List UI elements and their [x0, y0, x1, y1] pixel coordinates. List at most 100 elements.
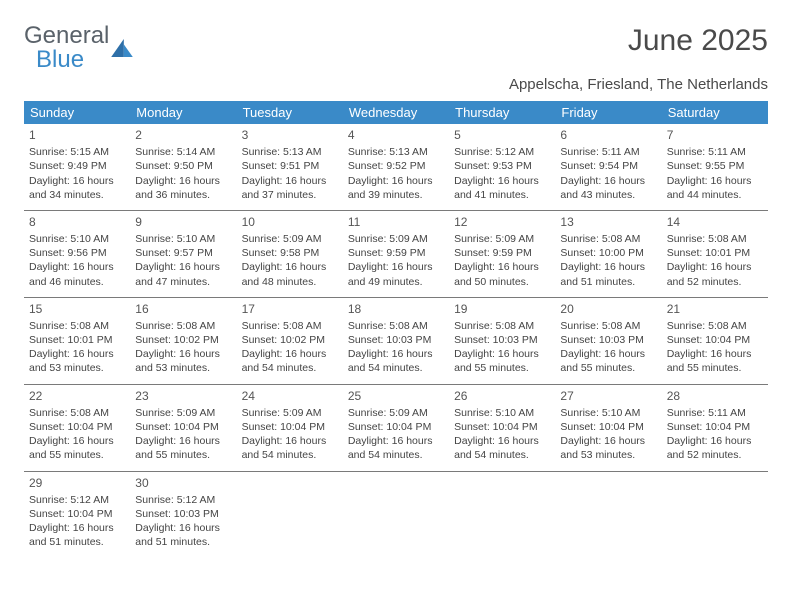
- sunrise-line: Sunrise: 5:11 AM: [560, 145, 656, 159]
- location-subtitle: Appelscha, Friesland, The Netherlands: [24, 76, 768, 93]
- daylight-line: Daylight: 16 hours and 53 minutes.: [29, 347, 125, 375]
- daylight-line: Daylight: 16 hours and 49 minutes.: [348, 260, 444, 288]
- sunset-line: Sunset: 9:49 PM: [29, 159, 125, 173]
- calendar-cell: [343, 471, 449, 557]
- sunset-line: Sunset: 9:54 PM: [560, 159, 656, 173]
- sunset-line: Sunset: 10:01 PM: [29, 333, 125, 347]
- day-number: 18: [348, 301, 444, 317]
- sunrise-line: Sunrise: 5:08 AM: [454, 319, 550, 333]
- day-number: 11: [348, 214, 444, 230]
- daylight-line: Daylight: 16 hours and 37 minutes.: [242, 174, 338, 202]
- logo-word-general: General: [24, 24, 109, 48]
- daylight-line: Daylight: 16 hours and 54 minutes.: [242, 434, 338, 462]
- calendar-cell: 27Sunrise: 5:10 AMSunset: 10:04 PMDaylig…: [555, 384, 661, 471]
- sunset-line: Sunset: 10:04 PM: [348, 420, 444, 434]
- sunset-line: Sunset: 9:55 PM: [667, 159, 763, 173]
- day-number: 23: [135, 388, 231, 404]
- sunrise-line: Sunrise: 5:09 AM: [454, 232, 550, 246]
- day-number: 7: [667, 127, 763, 143]
- daylight-line: Daylight: 16 hours and 39 minutes.: [348, 174, 444, 202]
- daylight-line: Daylight: 16 hours and 34 minutes.: [29, 174, 125, 202]
- daylight-line: Daylight: 16 hours and 53 minutes.: [135, 347, 231, 375]
- calendar-cell: 2Sunrise: 5:14 AMSunset: 9:50 PMDaylight…: [130, 124, 236, 210]
- sunset-line: Sunset: 10:04 PM: [29, 420, 125, 434]
- sunrise-line: Sunrise: 5:08 AM: [667, 232, 763, 246]
- calendar-week: 22Sunrise: 5:08 AMSunset: 10:04 PMDaylig…: [24, 384, 768, 471]
- sunset-line: Sunset: 9:59 PM: [348, 246, 444, 260]
- day-number: 25: [348, 388, 444, 404]
- day-number: 30: [135, 475, 231, 491]
- calendar-cell: 28Sunrise: 5:11 AMSunset: 10:04 PMDaylig…: [662, 384, 768, 471]
- sunrise-line: Sunrise: 5:12 AM: [29, 493, 125, 507]
- sunrise-line: Sunrise: 5:10 AM: [560, 406, 656, 420]
- calendar-cell: 9Sunrise: 5:10 AMSunset: 9:57 PMDaylight…: [130, 210, 236, 297]
- calendar-cell: 7Sunrise: 5:11 AMSunset: 9:55 PMDaylight…: [662, 124, 768, 210]
- sunset-line: Sunset: 9:53 PM: [454, 159, 550, 173]
- sunset-line: Sunset: 10:03 PM: [560, 333, 656, 347]
- day-number: 26: [454, 388, 550, 404]
- day-number: 12: [454, 214, 550, 230]
- sunrise-line: Sunrise: 5:08 AM: [242, 319, 338, 333]
- sunrise-line: Sunrise: 5:08 AM: [29, 406, 125, 420]
- day-number: 10: [242, 214, 338, 230]
- sunrise-line: Sunrise: 5:11 AM: [667, 406, 763, 420]
- daylight-line: Daylight: 16 hours and 51 minutes.: [560, 260, 656, 288]
- calendar-cell: 3Sunrise: 5:13 AMSunset: 9:51 PMDaylight…: [237, 124, 343, 210]
- day-number: 24: [242, 388, 338, 404]
- calendar-cell: 17Sunrise: 5:08 AMSunset: 10:02 PMDaylig…: [237, 297, 343, 384]
- sunrise-line: Sunrise: 5:09 AM: [348, 232, 444, 246]
- calendar-cell: 26Sunrise: 5:10 AMSunset: 10:04 PMDaylig…: [449, 384, 555, 471]
- logo-word-blue: Blue: [36, 48, 109, 72]
- sunset-line: Sunset: 9:57 PM: [135, 246, 231, 260]
- sunrise-line: Sunrise: 5:12 AM: [135, 493, 231, 507]
- calendar-cell: 24Sunrise: 5:09 AMSunset: 10:04 PMDaylig…: [237, 384, 343, 471]
- daylight-line: Daylight: 16 hours and 54 minutes.: [348, 434, 444, 462]
- calendar-cell: 5Sunrise: 5:12 AMSunset: 9:53 PMDaylight…: [449, 124, 555, 210]
- sunset-line: Sunset: 9:51 PM: [242, 159, 338, 173]
- daylight-line: Daylight: 16 hours and 52 minutes.: [667, 260, 763, 288]
- dayname-wednesday: Wednesday: [343, 101, 449, 124]
- sunset-line: Sunset: 10:03 PM: [348, 333, 444, 347]
- dayname-tuesday: Tuesday: [237, 101, 343, 124]
- calendar-cell: 30Sunrise: 5:12 AMSunset: 10:03 PMDaylig…: [130, 471, 236, 557]
- sunrise-line: Sunrise: 5:10 AM: [135, 232, 231, 246]
- calendar-cell: 19Sunrise: 5:08 AMSunset: 10:03 PMDaylig…: [449, 297, 555, 384]
- daylight-line: Daylight: 16 hours and 54 minutes.: [348, 347, 444, 375]
- calendar-cell: 13Sunrise: 5:08 AMSunset: 10:00 PMDaylig…: [555, 210, 661, 297]
- calendar-cell: 29Sunrise: 5:12 AMSunset: 10:04 PMDaylig…: [24, 471, 130, 557]
- day-number: 13: [560, 214, 656, 230]
- calendar-table: Sunday Monday Tuesday Wednesday Thursday…: [24, 101, 768, 557]
- daylight-line: Daylight: 16 hours and 51 minutes.: [29, 521, 125, 549]
- calendar-week: 1Sunrise: 5:15 AMSunset: 9:49 PMDaylight…: [24, 124, 768, 210]
- day-number: 22: [29, 388, 125, 404]
- calendar-cell: 16Sunrise: 5:08 AMSunset: 10:02 PMDaylig…: [130, 297, 236, 384]
- sunrise-line: Sunrise: 5:11 AM: [667, 145, 763, 159]
- day-number: 9: [135, 214, 231, 230]
- sunset-line: Sunset: 10:04 PM: [667, 333, 763, 347]
- sunset-line: Sunset: 10:04 PM: [560, 420, 656, 434]
- calendar-cell: [555, 471, 661, 557]
- calendar-cell: 12Sunrise: 5:09 AMSunset: 9:59 PMDayligh…: [449, 210, 555, 297]
- daylight-line: Daylight: 16 hours and 48 minutes.: [242, 260, 338, 288]
- calendar-cell: [662, 471, 768, 557]
- day-number: 1: [29, 127, 125, 143]
- triangle-icon: [111, 39, 133, 57]
- logo: General Blue: [24, 24, 133, 72]
- daylight-line: Daylight: 16 hours and 55 minutes.: [667, 347, 763, 375]
- sunset-line: Sunset: 10:02 PM: [242, 333, 338, 347]
- calendar-cell: 23Sunrise: 5:09 AMSunset: 10:04 PMDaylig…: [130, 384, 236, 471]
- header: General Blue June 2025: [24, 24, 768, 72]
- calendar-cell: 1Sunrise: 5:15 AMSunset: 9:49 PMDaylight…: [24, 124, 130, 210]
- sunset-line: Sunset: 10:01 PM: [667, 246, 763, 260]
- sunset-line: Sunset: 9:58 PM: [242, 246, 338, 260]
- sunset-line: Sunset: 9:52 PM: [348, 159, 444, 173]
- daylight-line: Daylight: 16 hours and 55 minutes.: [135, 434, 231, 462]
- calendar-cell: [237, 471, 343, 557]
- sunset-line: Sunset: 10:04 PM: [135, 420, 231, 434]
- sunrise-line: Sunrise: 5:08 AM: [667, 319, 763, 333]
- dayname-row: Sunday Monday Tuesday Wednesday Thursday…: [24, 101, 768, 124]
- daylight-line: Daylight: 16 hours and 54 minutes.: [454, 434, 550, 462]
- day-number: 15: [29, 301, 125, 317]
- daylight-line: Daylight: 16 hours and 43 minutes.: [560, 174, 656, 202]
- sunset-line: Sunset: 9:50 PM: [135, 159, 231, 173]
